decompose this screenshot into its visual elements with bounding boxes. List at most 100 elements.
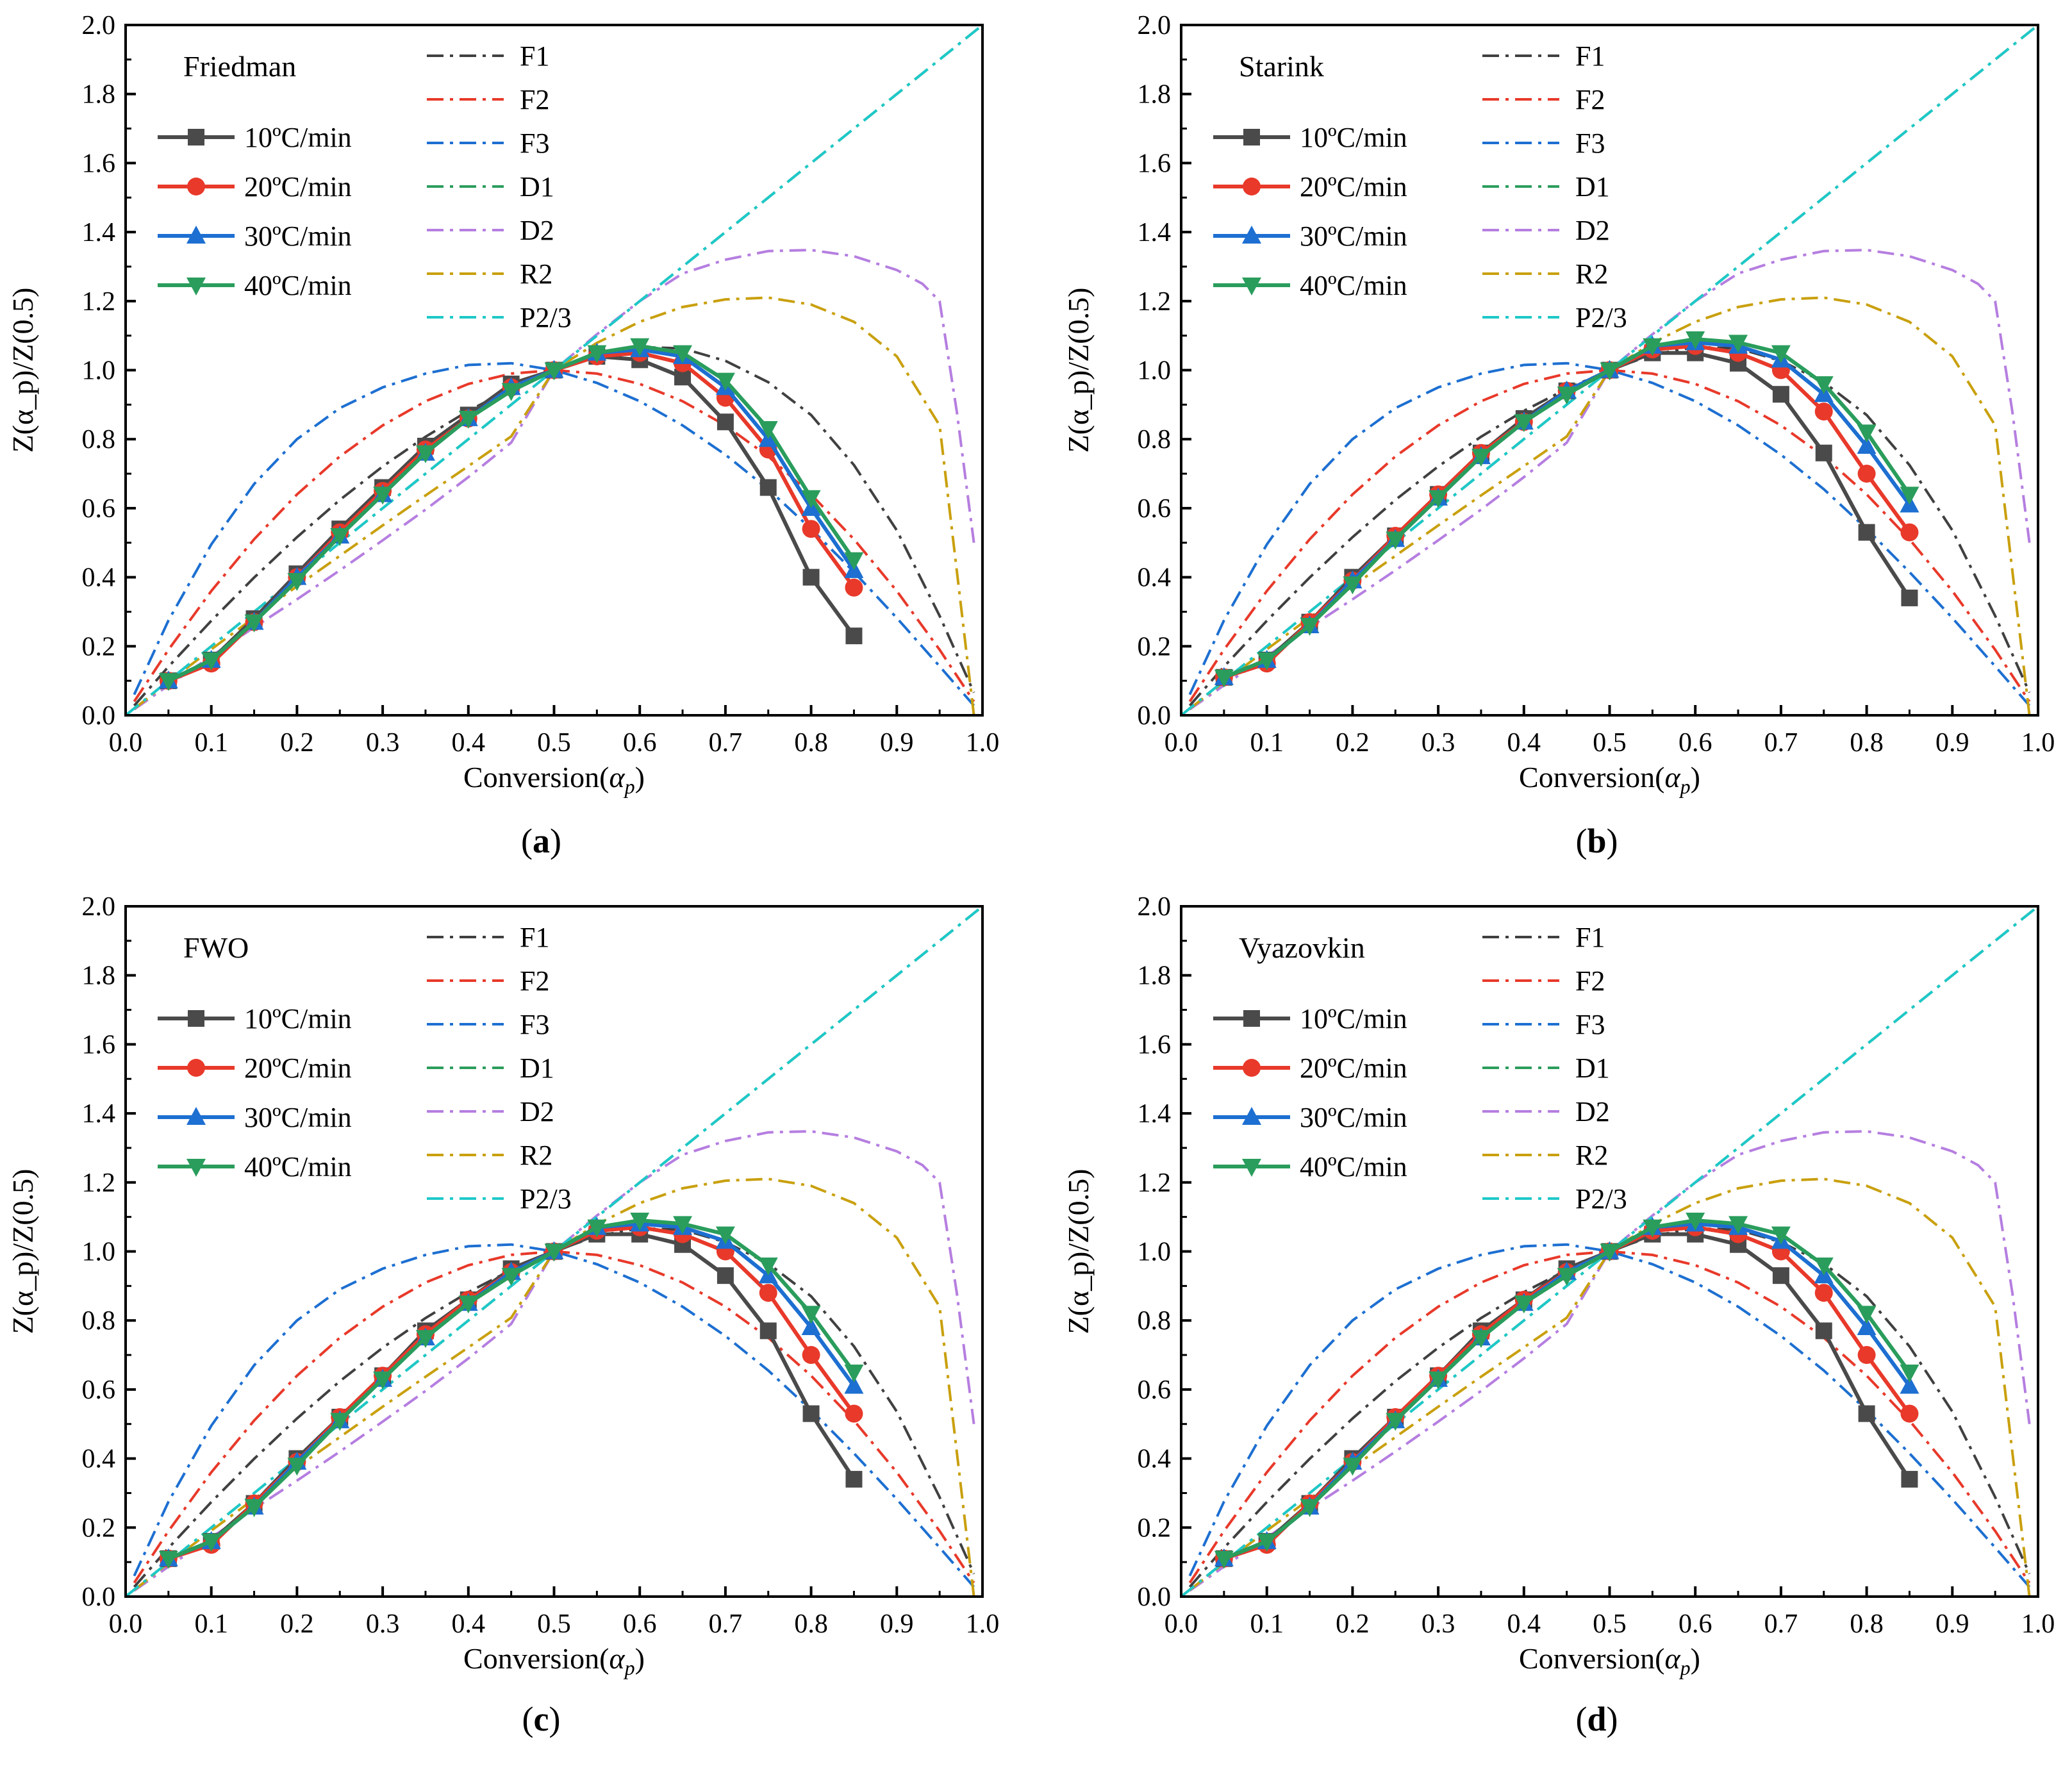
legend-series-label: 10ºC/min bbox=[1300, 1003, 1407, 1034]
y-tick-label: 1.2 bbox=[1138, 287, 1172, 317]
data-point bbox=[1815, 444, 1832, 461]
panel-label: (a) bbox=[521, 822, 561, 860]
method-label: Starink bbox=[1239, 50, 1324, 83]
legend-marker bbox=[1243, 1059, 1261, 1077]
legend-series-label: 10ºC/min bbox=[244, 122, 352, 153]
legend-curve-label: P2/3 bbox=[520, 1183, 572, 1215]
x-tick-label: 0.8 bbox=[794, 1609, 828, 1639]
data-point bbox=[1900, 1364, 1919, 1383]
data-point bbox=[1857, 1346, 1876, 1365]
legend-marker bbox=[186, 278, 206, 295]
y-tick-label: 1.0 bbox=[1138, 356, 1172, 386]
data-point bbox=[844, 1375, 864, 1394]
master-curve-p2-3 bbox=[124, 905, 984, 1598]
y-tick-label: 1.2 bbox=[1138, 1168, 1172, 1198]
data-point bbox=[1214, 669, 1234, 688]
legend-curve-label: F1 bbox=[1575, 922, 1605, 953]
master-curve-f2 bbox=[133, 369, 975, 702]
x-tick-label: 0.7 bbox=[1764, 1609, 1798, 1639]
data-point bbox=[1771, 345, 1791, 363]
x-tick-label: 0.7 bbox=[709, 1609, 743, 1639]
legend-curve-label: F3 bbox=[1575, 1009, 1605, 1040]
data-point bbox=[802, 520, 820, 538]
data-point bbox=[1858, 1405, 1875, 1422]
legend-curve-label: D2 bbox=[520, 1096, 554, 1127]
legend-marker bbox=[1242, 1159, 1261, 1177]
y-tick-label: 0.2 bbox=[82, 1513, 116, 1543]
data-point bbox=[1300, 617, 1320, 636]
data-point bbox=[1343, 576, 1363, 595]
data-point bbox=[1471, 449, 1491, 467]
series-line-2 bbox=[167, 351, 856, 683]
legend-curve-label: F2 bbox=[520, 965, 549, 997]
y-tick-label: 0.8 bbox=[82, 1306, 116, 1336]
data-point bbox=[1514, 1295, 1534, 1314]
y-tick-label: 0.6 bbox=[82, 1375, 116, 1405]
legend-marker bbox=[186, 226, 206, 244]
y-tick-label: 2.0 bbox=[1138, 892, 1172, 922]
legend-series-label: 40ºC/min bbox=[244, 1151, 352, 1183]
data-point bbox=[1857, 424, 1877, 443]
data-point bbox=[1772, 386, 1789, 403]
data-point bbox=[330, 1413, 350, 1431]
master-curve-f1 bbox=[133, 345, 975, 707]
x-tick-label: 0.0 bbox=[109, 1609, 143, 1639]
y-tick-label: 1.4 bbox=[82, 218, 116, 247]
x-tick-label: 0.0 bbox=[109, 728, 143, 758]
y-tick-label: 1.8 bbox=[1138, 80, 1172, 110]
master-curve-d2 bbox=[1189, 1130, 2031, 1592]
y-tick-label: 0.8 bbox=[1138, 425, 1172, 454]
data-point bbox=[1857, 465, 1876, 483]
data-point bbox=[458, 1295, 478, 1314]
data-point bbox=[1686, 331, 1705, 350]
y-tick-label: 1.4 bbox=[82, 1099, 116, 1129]
x-tick-label: 0.2 bbox=[1336, 728, 1370, 758]
x-tick-label: 0.3 bbox=[366, 728, 400, 758]
x-tick-label: 0.2 bbox=[280, 1609, 314, 1639]
data-point bbox=[1686, 1213, 1705, 1231]
x-tick-label: 0.7 bbox=[709, 728, 743, 758]
data-point bbox=[802, 569, 820, 586]
legend-series-label: 10ºC/min bbox=[244, 1003, 352, 1034]
y-tick-label: 0.0 bbox=[1138, 701, 1172, 731]
data-point bbox=[1900, 486, 1919, 505]
legend-curve-label: D1 bbox=[520, 1052, 554, 1084]
legend-marker bbox=[188, 1010, 204, 1027]
data-point bbox=[759, 479, 777, 496]
data-point bbox=[1214, 1550, 1234, 1569]
y-axis-title: Z(α_p)/Z(0.5) bbox=[6, 1169, 39, 1334]
legend-curve-label: F3 bbox=[520, 128, 549, 159]
x-tick-label: 0.7 bbox=[1764, 728, 1798, 758]
x-tick-label: 0.9 bbox=[880, 1609, 914, 1639]
x-tick-label: 0.6 bbox=[623, 728, 657, 758]
data-point bbox=[458, 410, 478, 429]
panel-label: (d) bbox=[1575, 1700, 1618, 1738]
legend-curve-label: D2 bbox=[1575, 1096, 1610, 1127]
x-axis-title: Conversion(αp) bbox=[1519, 1642, 1700, 1679]
legend-marker bbox=[1242, 226, 1261, 244]
x-tick-label: 0.5 bbox=[537, 728, 571, 758]
x-tick-label: 0.2 bbox=[280, 728, 314, 758]
y-tick-label: 1.8 bbox=[82, 961, 116, 991]
legend-curve-label: F3 bbox=[520, 1009, 549, 1040]
y-tick-label: 1.4 bbox=[1138, 218, 1172, 247]
legend-series-label: 30ºC/min bbox=[244, 1102, 352, 1133]
data-point bbox=[802, 1405, 820, 1422]
x-tick-label: 0.8 bbox=[794, 728, 828, 758]
data-point bbox=[845, 578, 863, 597]
x-tick-label: 0.2 bbox=[1336, 1609, 1370, 1639]
y-tick-label: 1.8 bbox=[1138, 961, 1172, 991]
legend-curve-label: F2 bbox=[520, 84, 549, 115]
data-point bbox=[630, 1213, 650, 1231]
data-point bbox=[1600, 362, 1620, 381]
data-point bbox=[1429, 1371, 1448, 1390]
y-tick-label: 1.0 bbox=[1138, 1238, 1172, 1267]
data-point bbox=[287, 1458, 307, 1476]
x-tick-label: 1.0 bbox=[966, 1609, 1000, 1639]
data-point bbox=[1471, 1330, 1491, 1349]
data-point bbox=[1857, 1306, 1877, 1324]
legend-series-label: 20ºC/min bbox=[244, 1052, 352, 1084]
data-point bbox=[244, 1499, 264, 1517]
x-tick-label: 0.0 bbox=[1164, 1609, 1198, 1639]
